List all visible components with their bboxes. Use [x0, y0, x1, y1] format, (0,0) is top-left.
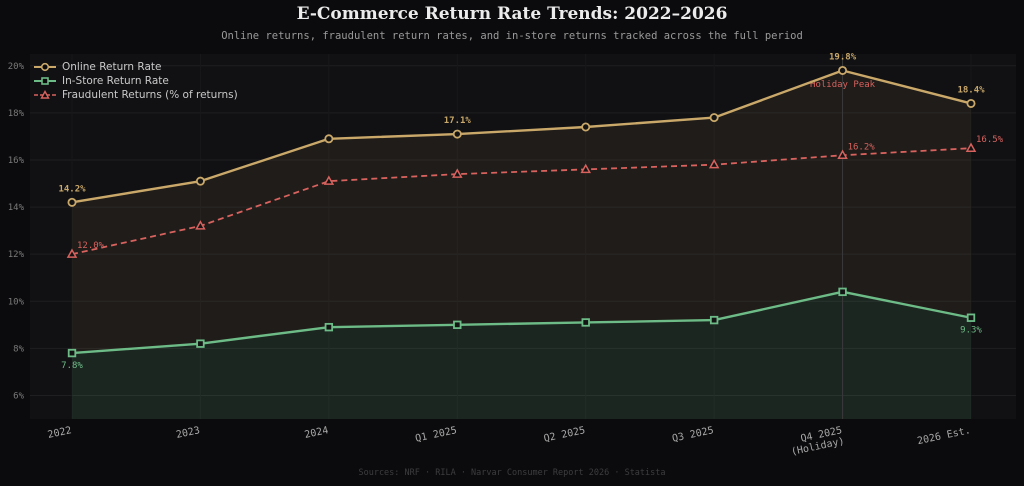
data-point-instore [196, 339, 205, 348]
plot-area [30, 54, 1016, 419]
data-point-instore [67, 348, 77, 358]
data-point-online [324, 134, 334, 144]
legend-swatch-fraud [34, 90, 56, 99]
series-line-fraud [71, 147, 972, 256]
y-tick-label: 16% [8, 156, 25, 166]
x-tick-label: Q2 2025 [543, 425, 587, 445]
holiday-peak-annotation: Holiday Peak [810, 80, 876, 90]
y-tick-label: 10% [8, 297, 25, 307]
y-tick-label: 6% [13, 391, 24, 401]
data-label-online: 18.4% [957, 85, 985, 95]
legend-label-instore: In-Store Return Rate [62, 75, 169, 87]
data-label-instore: 7.8% [61, 361, 83, 371]
data-point-online [709, 113, 719, 123]
data-point-instore [709, 315, 719, 325]
series-line-online [71, 69, 972, 204]
legend-label-online: Online Return Rate [62, 61, 162, 73]
data-point-online [838, 65, 848, 75]
online-area-fill [72, 70, 971, 354]
data-label-instore: 9.3% [960, 326, 982, 336]
y-tick-label: 20% [8, 62, 25, 72]
chart-subtitle: Online returns, fraudulent return rates,… [221, 30, 803, 42]
data-point-fraud [66, 248, 78, 258]
instore-area-fill [72, 291, 971, 419]
y-tick-label: 8% [13, 344, 24, 354]
data-point-fraud [580, 163, 591, 174]
legend-label-fraud: Fraudulent Returns (% of returns) [62, 89, 238, 101]
legend-item-fraud: Fraudulent Returns (% of returns) [34, 88, 238, 102]
data-point-fraud [965, 142, 977, 152]
x-tick-label: Q1 2025 [414, 425, 458, 445]
data-point-online [581, 122, 591, 132]
chart-title: E-Commerce Return Rate Trends: 2022–2026 [296, 4, 728, 24]
data-point-online [966, 98, 976, 108]
y-tick-label: 12% [8, 250, 25, 260]
x-tick-label-line: 2022 [47, 425, 73, 441]
legend: Online Return Rate In-Store Return Rate … [34, 60, 238, 102]
x-tick-label-line: Q2 2025 [543, 425, 587, 445]
x-tick-label: Q4 2025(Holiday) [788, 425, 846, 458]
data-point-instore [453, 320, 462, 330]
data-point-fraud [708, 158, 720, 169]
data-point-fraud [452, 168, 463, 178]
data-label-online: 19.8% [829, 52, 857, 62]
data-label-online: 14.2% [58, 184, 86, 194]
x-tick-label-line: Q3 2025 [671, 425, 715, 445]
data-point-online [67, 197, 77, 207]
legend-item-instore: In-Store Return Rate [34, 74, 238, 88]
y-tick-label: 18% [8, 109, 25, 119]
legend-swatch-instore [34, 77, 56, 85]
data-point-instore [324, 322, 334, 332]
x-tick-label: 2024 [304, 425, 330, 441]
x-tick-label-line: 2026 Est. [916, 425, 971, 447]
y-tick-label: 14% [8, 203, 25, 213]
data-point-online [195, 176, 205, 186]
data-point-fraud [323, 175, 335, 185]
x-tick-label: 2022 [47, 425, 73, 441]
x-tick-label-line: 2024 [304, 425, 330, 441]
legend-item-online: Online Return Rate [34, 60, 238, 74]
x-tick-label-line: 2023 [175, 425, 201, 441]
legend-swatch-online [34, 62, 56, 72]
data-label-fraud: 16.5% [976, 135, 1004, 145]
data-point-instore [838, 287, 847, 297]
data-point-fraud [195, 220, 206, 230]
data-point-online [452, 129, 462, 139]
x-tick-label: Q3 2025 [671, 425, 715, 445]
data-label-fraud: 12.0% [77, 241, 105, 251]
data-point-instore [581, 318, 590, 327]
series-line-instore [71, 290, 972, 355]
x-tick-label: 2023 [175, 425, 201, 441]
x-tick-label-line: Q1 2025 [414, 425, 458, 445]
data-label-online: 17.1% [444, 116, 472, 126]
x-tick-label: 2026 Est. [916, 425, 971, 447]
data-point-fraud [837, 149, 848, 160]
data-point-instore [966, 313, 976, 322]
sources-footnote: Sources: NRF · RILA · Narvar Consumer Re… [358, 468, 666, 478]
data-label-fraud: 16.2% [848, 142, 876, 152]
